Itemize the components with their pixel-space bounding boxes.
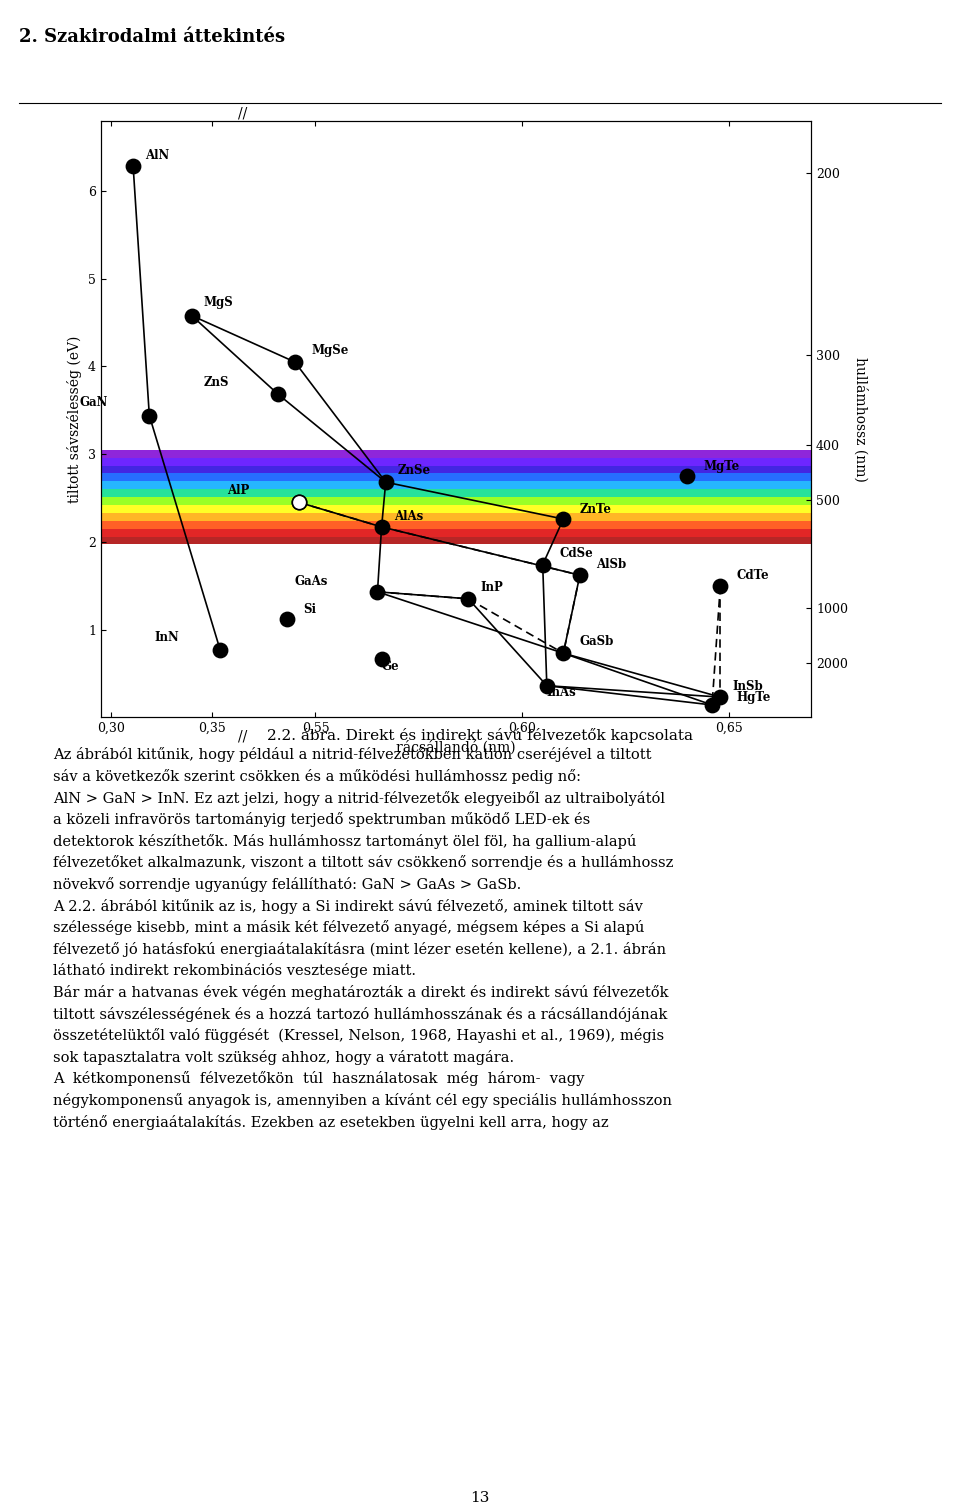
Text: AlAs: AlAs (394, 509, 423, 522)
Y-axis label: hullámhossz (nm): hullámhossz (nm) (853, 356, 868, 482)
Point (461, 587, 476, 612)
Text: CdSe: CdSe (560, 547, 593, 560)
X-axis label: rácsállandó (nm): rácsállandó (nm) (396, 741, 516, 755)
Point (212, 637, 228, 661)
Text: HgTe: HgTe (737, 692, 771, 704)
Text: GaN: GaN (80, 397, 108, 409)
Text: ZnTe: ZnTe (580, 503, 612, 515)
Text: Az ábrából kitűnik, hogy például a nitrid-félvezetőkben kation cseréjével a tilt: Az ábrából kitűnik, hogy például a nitri… (53, 747, 673, 1129)
Text: //: // (238, 107, 248, 121)
Y-axis label: tiltott sávszélesség (eV): tiltott sávszélesség (eV) (67, 335, 83, 503)
Point (712, 574, 728, 598)
Point (680, 464, 695, 488)
Point (378, 470, 394, 494)
Point (370, 580, 385, 604)
Text: ZnS: ZnS (204, 376, 228, 390)
Text: MgS: MgS (204, 296, 233, 310)
Point (535, 553, 550, 577)
Text: GaSb: GaSb (580, 636, 614, 648)
Text: AlP: AlP (228, 485, 250, 497)
Text: AlSb: AlSb (596, 557, 627, 571)
Point (556, 507, 571, 532)
Text: InAs: InAs (547, 686, 577, 699)
Point (572, 563, 588, 587)
Point (705, 693, 720, 717)
Point (287, 350, 302, 374)
Point (184, 304, 200, 328)
Text: 2.2. ábra. Direkt és indirekt sávú félvezetők kapcsolata: 2.2. ábra. Direkt és indirekt sávú félve… (267, 728, 693, 743)
Point (291, 491, 306, 515)
Point (126, 154, 141, 178)
Text: GaAs: GaAs (295, 575, 328, 589)
Point (712, 686, 728, 710)
Point (279, 607, 295, 631)
Text: //: // (238, 729, 248, 743)
Point (373, 515, 389, 539)
Point (271, 382, 286, 406)
Text: 2. Szakirodalmi áttekintés: 2. Szakirodalmi áttekintés (19, 29, 285, 47)
Point (142, 403, 157, 427)
Text: MgSe: MgSe (311, 344, 348, 356)
Text: MgTe: MgTe (704, 459, 740, 473)
Text: AlN: AlN (146, 149, 170, 162)
Text: InN: InN (154, 631, 179, 645)
Point (291, 491, 306, 515)
Point (373, 648, 389, 672)
Text: 13: 13 (470, 1492, 490, 1505)
Point (540, 673, 555, 698)
Text: InSb: InSb (732, 680, 763, 693)
Text: Si: Si (303, 602, 316, 616)
Text: ZnSe: ZnSe (398, 464, 431, 477)
Text: Ge: Ge (381, 660, 399, 673)
Text: CdTe: CdTe (737, 569, 770, 583)
Point (556, 642, 571, 666)
Text: InP: InP (481, 581, 503, 595)
